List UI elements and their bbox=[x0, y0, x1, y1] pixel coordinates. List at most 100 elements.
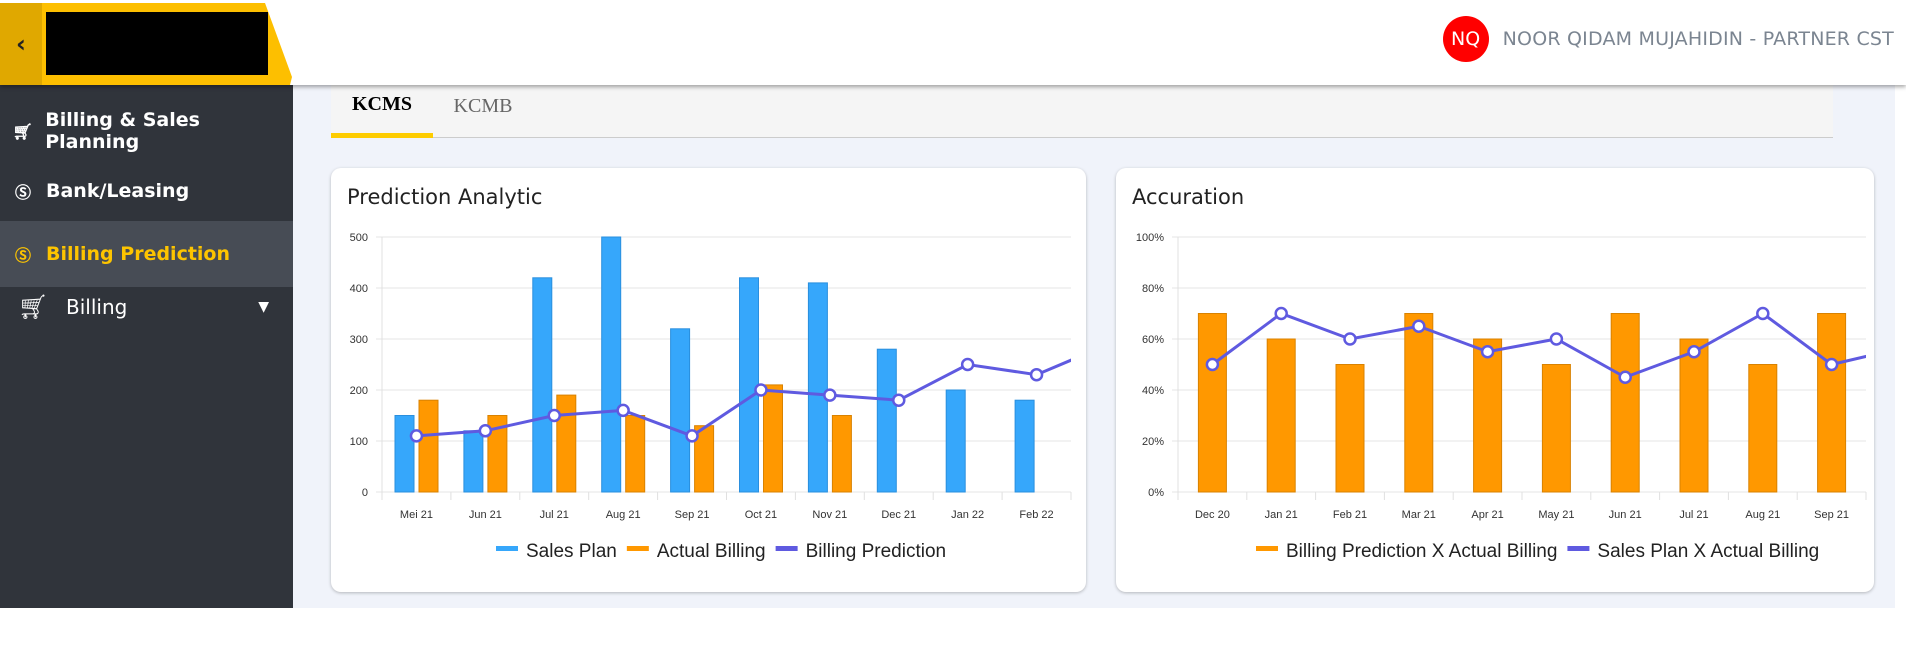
line-point bbox=[478, 424, 493, 438]
bar-sales-plan bbox=[463, 430, 484, 493]
y-tick-label: 200 bbox=[350, 385, 368, 397]
dollar-circle-icon: Ⓢ bbox=[14, 246, 31, 265]
sidebar-item-bank-leasing[interactable]: Ⓢ Bank/Leasing bbox=[0, 161, 293, 221]
legend-swatch bbox=[496, 546, 518, 551]
line-point bbox=[1687, 345, 1701, 359]
y-tick-label: 0 bbox=[362, 487, 368, 499]
y-tick-label: 20% bbox=[1142, 436, 1164, 448]
y-tick-label: 500 bbox=[350, 232, 368, 244]
line-point bbox=[1618, 370, 1632, 384]
sidebar-item-label: Bank/Leasing bbox=[46, 180, 190, 202]
line-point bbox=[892, 393, 906, 407]
bar-sales-plan bbox=[1014, 399, 1035, 493]
line-point bbox=[823, 388, 837, 402]
chevron-left-icon: ‹ bbox=[16, 30, 26, 58]
y-tick-label: 300 bbox=[350, 334, 368, 346]
bar-sales-plan bbox=[945, 389, 966, 493]
sidebar-item-billing-sales-planning[interactable]: 🛒︎ Billing & Sales Planning bbox=[0, 101, 293, 161]
x-tick-label: Feb 22 bbox=[1019, 509, 1053, 521]
x-tick-label: Jul 21 bbox=[540, 509, 569, 521]
y-tick-label: 80% bbox=[1142, 283, 1164, 295]
bar-sales-plan bbox=[739, 277, 759, 493]
bar-billing-prediction-x-actual-billing bbox=[1335, 364, 1365, 493]
sidebar-item-billing-prediction[interactable]: Ⓢ Billing Prediction bbox=[0, 221, 293, 287]
line-point bbox=[1343, 332, 1357, 346]
bar-billing-prediction-x-actual-billing bbox=[1473, 338, 1503, 493]
line-point bbox=[1549, 332, 1564, 346]
line-point bbox=[1480, 345, 1495, 359]
sidebar: 🛒︎ Billing & Sales Planning Ⓢ Bank/Leasi… bbox=[0, 85, 293, 608]
x-tick-label: Oct 21 bbox=[745, 509, 777, 521]
accuration-card: Accuration 0% 20% 40% 60% 80% 100% Dec 20 Jan 2… bbox=[1116, 168, 1874, 592]
tab-kcmb[interactable]: KCMB bbox=[453, 95, 513, 117]
x-tick-label: Jan 21 bbox=[1265, 509, 1298, 521]
line-point bbox=[1824, 357, 1839, 372]
cart-icon: 🛒︎ bbox=[12, 121, 33, 141]
sidebar-item-label: Billing Prediction bbox=[46, 243, 231, 265]
bar-sales-plan bbox=[807, 282, 828, 493]
bar-actual-billing bbox=[763, 384, 783, 493]
caret-down-icon: ▼ bbox=[258, 299, 269, 315]
bar-actual-billing bbox=[831, 415, 852, 493]
legend-swatch bbox=[1256, 546, 1278, 551]
line-point bbox=[1274, 306, 1288, 321]
x-tick-label: Aug 21 bbox=[1745, 509, 1780, 521]
accuration-chart: 0% 20% 40% 60% 80% 100% Dec 20 Jan 21 Feb 21 Mar … bbox=[1136, 232, 1867, 562]
bar-sales-plan bbox=[532, 277, 553, 493]
y-tick-label: 100% bbox=[1136, 232, 1164, 244]
legend-swatch bbox=[626, 546, 649, 551]
x-tick-label: Feb 21 bbox=[1333, 509, 1367, 521]
legend-label: Billing Prediction bbox=[806, 541, 946, 562]
legend-swatch bbox=[775, 546, 798, 551]
line-point bbox=[1412, 319, 1426, 333]
x-tick-label: Apr 21 bbox=[1471, 509, 1503, 521]
x-tick-label: Dec 20 bbox=[1195, 509, 1230, 521]
cart-icon: 🛒︎ bbox=[18, 293, 49, 321]
line-point bbox=[547, 408, 561, 423]
y-tick-label: 0% bbox=[1148, 487, 1164, 499]
x-tick-label: Nov 21 bbox=[812, 509, 847, 521]
bar-billing-prediction-x-actual-billing bbox=[1610, 313, 1640, 493]
x-tick-label: Jun 21 bbox=[1609, 509, 1642, 521]
legend-label: Actual Billing bbox=[657, 541, 766, 562]
bar-actual-billing bbox=[556, 394, 577, 493]
x-tick-label: Sep 21 bbox=[675, 509, 710, 521]
dollar-circle-icon: Ⓢ bbox=[14, 183, 31, 202]
sidebar-item-label: Billing & Sales Planning bbox=[45, 109, 200, 153]
bar-billing-prediction-x-actual-billing bbox=[1266, 338, 1296, 493]
bar-billing-prediction-x-actual-billing bbox=[1817, 313, 1847, 493]
x-tick-label: Jul 21 bbox=[1679, 509, 1708, 521]
y-tick-label: 100 bbox=[350, 436, 368, 448]
bar-sales-plan bbox=[670, 328, 691, 493]
line-point bbox=[409, 429, 424, 443]
bar-billing-prediction-x-actual-billing bbox=[1404, 313, 1434, 493]
x-tick-label: Mei 21 bbox=[400, 509, 433, 521]
avatar: NQ bbox=[1442, 16, 1489, 62]
legend-label: Sales Plan bbox=[526, 541, 617, 562]
tab-kcms[interactable]: KCMS bbox=[331, 85, 433, 138]
x-tick-label: May 21 bbox=[1538, 509, 1574, 521]
bar-billing-prediction-x-actual-billing bbox=[1679, 338, 1709, 493]
user-name: NOOR QIDAM MUJAHIDIN - PARTNER CST bbox=[1502, 28, 1894, 50]
bar-actual-billing bbox=[418, 399, 439, 493]
line-point bbox=[754, 383, 768, 397]
main-content: KCMS KCMB Prediction Analytic 0 100 200 300… bbox=[293, 85, 1895, 608]
line-point bbox=[1205, 357, 1220, 372]
bar-actual-billing bbox=[625, 415, 646, 493]
sidebar-item-billing[interactable]: 🛒︎ Billing ▼ bbox=[0, 277, 293, 337]
prediction-analytic-card: Prediction Analytic 0 100 200 300 400 500 Mei … bbox=[331, 168, 1086, 592]
bar-sales-plan bbox=[601, 236, 622, 493]
bar-sales-plan bbox=[394, 415, 415, 493]
x-tick-label: Sep 21 bbox=[1814, 509, 1849, 521]
sidebar-item-label: Billing bbox=[66, 295, 128, 319]
x-tick-label: Jun 21 bbox=[469, 509, 502, 521]
bar-sales-plan bbox=[876, 348, 897, 493]
chart-title: Prediction Analytic bbox=[347, 185, 543, 209]
user-menu[interactable]: NQ NOOR QIDAM MUJAHIDIN - PARTNER CST bbox=[1442, 16, 1894, 62]
y-tick-label: 40% bbox=[1142, 385, 1164, 397]
back-button[interactable]: ‹ bbox=[0, 3, 42, 85]
x-tick-label: Jan 22 bbox=[951, 509, 984, 521]
top-header: ‹ NQ NOOR QIDAM MUJAHIDIN - PARTNER CST bbox=[0, 0, 1906, 85]
y-tick-label: 400 bbox=[350, 283, 368, 295]
x-tick-label: Mar 21 bbox=[1402, 509, 1436, 521]
